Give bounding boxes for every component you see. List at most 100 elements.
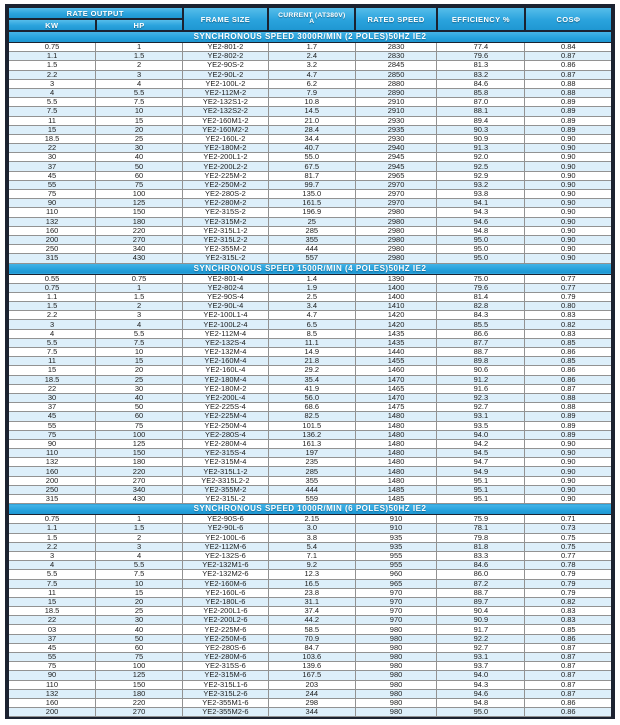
cell-current: 31.1 — [267, 596, 356, 608]
cell-frame-size: YE2-802-4 — [182, 282, 269, 293]
section-header-row: SYNCHRONOUS SPEED 1500R/MIN (4 POLES)50H… — [7, 262, 613, 275]
cell-cos-phi: 0.90 — [524, 225, 614, 236]
cell-efficiency: 94.6 — [436, 216, 526, 227]
cell-frame-size: YE2-315M-2 — [182, 216, 269, 227]
table-row: 45 60 YE2-225M-4 82.5 1480 93.1 0.89 — [7, 411, 614, 422]
cell-kw: 11 — [7, 587, 97, 598]
cell-current: 55.0 — [267, 152, 356, 163]
cell-kw: 45 — [7, 170, 97, 181]
cell-current: 84.7 — [267, 642, 356, 654]
cell-hp: 430 — [95, 253, 184, 264]
cell-hp: 3 — [95, 310, 184, 321]
cell-frame-size: YE2-132M1-6 — [182, 560, 269, 571]
cell-kw: 160 — [7, 697, 97, 709]
cell-efficiency: 92.9 — [436, 170, 526, 181]
cell-efficiency: 91.3 — [436, 143, 526, 154]
table-row: 1.5 2 YE2-90S-2 3.2 2845 81.3 0.86 — [7, 60, 614, 71]
cell-efficiency: 95.0 — [436, 244, 526, 255]
cell-frame-size: YE2-100L-2 — [182, 78, 269, 89]
cell-kw: 0.55 — [7, 273, 97, 284]
cell-hp: 10 — [95, 578, 184, 589]
cell-kw: 1.5 — [7, 60, 97, 71]
cell-efficiency: 84.6 — [436, 560, 526, 571]
cell-hp: 60 — [95, 170, 184, 181]
cell-efficiency: 95.1 — [436, 493, 526, 505]
cell-efficiency: 93.2 — [436, 179, 526, 191]
cell-frame-size: YE2-180M-2 — [182, 143, 269, 154]
section-title: SYNCHRONOUS SPEED 1500R/MIN (4 POLES)50H… — [7, 262, 613, 275]
cell-cos-phi: 0.90 — [524, 216, 614, 227]
cell-kw: 0.75 — [7, 282, 97, 293]
cell-rated-speed: 2890 — [354, 87, 438, 99]
cell-kw: 1.1 — [7, 291, 97, 303]
cell-efficiency: 95.1 — [436, 484, 526, 496]
cell-cos-phi: 0.89 — [524, 420, 614, 431]
cell-efficiency: 89.7 — [436, 596, 526, 608]
table-header: RATE OUTPUT FRAME SIZE CURRENT (AT380V) … — [7, 6, 614, 32]
cell-cos-phi: 0.89 — [524, 124, 614, 135]
cell-kw: 160 — [7, 466, 97, 477]
cell-current: 37.4 — [267, 606, 356, 617]
cell-current: 25 — [267, 216, 356, 227]
cell-kw: 160 — [7, 225, 97, 236]
cell-rated-speed: 2980 — [354, 244, 438, 255]
cell-cos-phi: 0.87 — [524, 670, 614, 681]
cell-hp: 30 — [95, 383, 184, 394]
cell-rated-speed: 2980 — [354, 225, 438, 236]
cell-current: 56.0 — [267, 392, 356, 404]
cell-rated-speed: 1480 — [354, 475, 438, 486]
cell-rated-speed: 2970 — [354, 179, 438, 191]
cell-current: 4.7 — [267, 69, 356, 80]
cell-efficiency: 88.7 — [436, 587, 526, 598]
cell-hp: 180 — [95, 457, 184, 468]
cell-hp: 50 — [95, 402, 184, 413]
cell-cos-phi: 0.75 — [524, 532, 614, 543]
cell-hp: 100 — [95, 429, 184, 440]
cell-rated-speed: 1420 — [354, 319, 438, 330]
cell-current: 136.2 — [267, 429, 356, 440]
table-row: 0.55 0.75 YE2-801-4 1.4 1390 75.0 0.77 — [7, 273, 614, 284]
cell-frame-size: YE2-160M-4 — [182, 356, 269, 367]
cell-rated-speed: 955 — [354, 560, 438, 571]
cell-cos-phi: 0.90 — [524, 253, 614, 264]
cell-hp: 340 — [95, 244, 184, 255]
cell-hp: 340 — [95, 484, 184, 496]
cell-current: 41.9 — [267, 383, 356, 394]
cell-rated-speed: 2945 — [354, 152, 438, 163]
cell-cos-phi: 0.90 — [524, 188, 614, 200]
cell-frame-size: YE2-315L-2 — [182, 493, 269, 505]
cell-current: 3.2 — [267, 60, 356, 71]
cell-current: 21.0 — [267, 115, 356, 126]
cell-current: 344 — [267, 707, 356, 718]
cell-cos-phi: 0.90 — [524, 133, 614, 145]
cell-hp: 220 — [95, 225, 184, 236]
cell-frame-size: YE2-200L1-6 — [182, 606, 269, 617]
cell-cos-phi: 0.90 — [524, 475, 614, 486]
header-hp: HP — [94, 18, 184, 32]
cell-kw: 37 — [7, 633, 97, 644]
cell-efficiency: 90.3 — [436, 124, 526, 135]
cell-rated-speed: 980 — [354, 624, 438, 635]
cell-current: 6.5 — [267, 319, 356, 330]
cell-efficiency: 83.2 — [436, 69, 526, 80]
cell-frame-size: YE2-315L1-2 — [182, 466, 269, 477]
table-row: 250 340 YE2-355M-2 444 1485 95.1 0.90 — [7, 484, 614, 496]
cell-current: 2.15 — [267, 514, 356, 525]
cell-current: 40.7 — [267, 143, 356, 154]
header-efficiency: EFFICIENCY % — [435, 6, 526, 32]
cell-frame-size: YE2-280M-2 — [182, 198, 269, 209]
cell-current: 444 — [267, 244, 356, 255]
cell-current: 28.4 — [267, 124, 356, 135]
cell-kw: 1.5 — [7, 301, 97, 312]
table-row: 4 5.5 YE2-112M-2 7.9 2890 85.8 0.88 — [7, 87, 614, 99]
cell-cos-phi: 0.87 — [524, 51, 614, 62]
table-row: 0.75 1 YE2-90S-6 2.15 910 75.9 0.71 — [7, 514, 614, 525]
cell-current: 7.1 — [267, 550, 356, 562]
cell-current: 2.5 — [267, 291, 356, 303]
cell-current: 16.5 — [267, 578, 356, 589]
cell-cos-phi: 0.90 — [524, 170, 614, 181]
cell-frame-size: YE2-355M-2 — [182, 484, 269, 496]
cell-cos-phi: 0.77 — [524, 550, 614, 562]
cell-frame-size: YE2-90S-6 — [182, 514, 269, 525]
cell-cos-phi: 0.79 — [524, 578, 614, 589]
